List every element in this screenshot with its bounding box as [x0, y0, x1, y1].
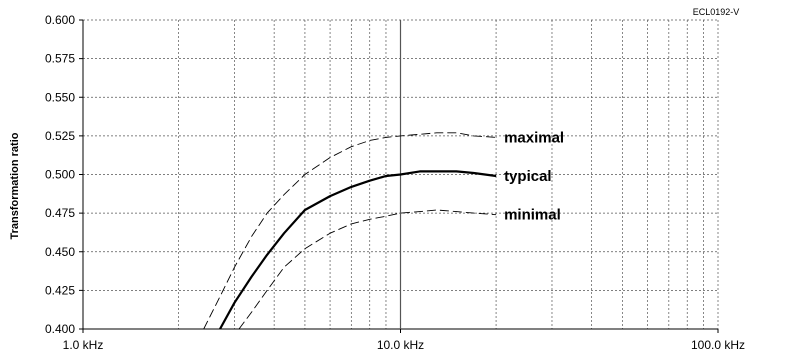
series-line-maximal: [203, 132, 497, 330]
series-label-typical: typical: [504, 168, 552, 185]
x-tick-label: 100.0 kHz: [691, 338, 745, 352]
series-label-maximal: maximal: [504, 129, 564, 146]
y-tick-label: 0.475: [45, 206, 75, 220]
y-tick-label: 0.525: [45, 129, 75, 143]
y-tick-label: 0.400: [45, 322, 75, 336]
figure-code-label: ECL0192-V: [693, 7, 740, 17]
y-tick-label: 0.550: [45, 90, 75, 104]
y-tick-label: 0.450: [45, 245, 75, 259]
series-label-minimal: minimal: [504, 207, 561, 224]
y-tick-label: 0.500: [45, 168, 75, 182]
y-tick-label: 0.600: [45, 13, 75, 27]
x-tick-label: 1.0 kHz: [63, 338, 104, 352]
y-tick-label: 0.425: [45, 283, 75, 297]
y-axis-title: Transformation ratio: [9, 132, 21, 239]
series-layer: [203, 132, 497, 330]
y-tick-label: 0.575: [45, 52, 75, 66]
series-line-typical: [219, 170, 497, 330]
label-layer: maximal typical minimal: [504, 129, 564, 223]
series-line-minimal: [238, 209, 497, 330]
x-tick-label: 10.0 kHz: [377, 338, 424, 352]
axis-layer: 0.400 0.425 0.450 0.475 0.500 0.525 0.550 0.575…: [45, 13, 745, 352]
